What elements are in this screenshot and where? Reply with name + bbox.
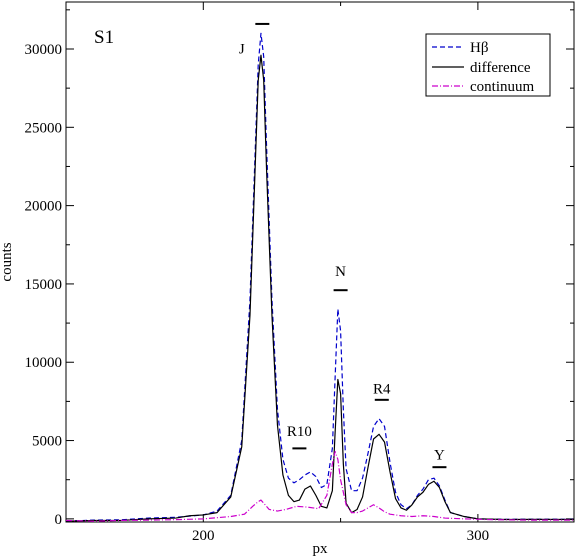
legend-label-difference: difference bbox=[470, 60, 531, 76]
peak-label: Y bbox=[434, 447, 445, 463]
x-tick-label: 200 bbox=[192, 528, 215, 544]
hbeta-series-line bbox=[65, 32, 575, 522]
x-tick-label: 300 bbox=[467, 528, 490, 544]
peak-label: J bbox=[239, 42, 245, 58]
y-axis: 0 5000 10000 15000 20000 25000 30000 bbox=[25, 9, 574, 528]
y-tick-label: 20000 bbox=[25, 199, 63, 215]
y-tick-label: 10000 bbox=[25, 355, 63, 371]
peak-label: N bbox=[335, 264, 346, 280]
y-tick-label: 15000 bbox=[25, 277, 63, 293]
continuum-series-line bbox=[65, 450, 574, 522]
plot-frame bbox=[65, 1, 575, 523]
x-axis: 200 300 bbox=[65, 2, 490, 544]
difference-series-line bbox=[65, 54, 575, 522]
y-tick-label: 0 bbox=[55, 512, 63, 528]
panel-label: S1 bbox=[94, 27, 114, 48]
series-layer bbox=[65, 32, 575, 522]
y-tick-label: 5000 bbox=[32, 434, 62, 450]
peak-label: R10 bbox=[287, 424, 312, 440]
legend: Hβ difference continuum bbox=[425, 33, 551, 97]
y-axis-title: counts bbox=[0, 242, 15, 281]
legend-label-hbeta: Hβ bbox=[470, 40, 488, 56]
y-tick-label: 30000 bbox=[25, 42, 63, 58]
legend-label-continuum: continuum bbox=[470, 79, 534, 95]
y-tick-label: 25000 bbox=[25, 120, 63, 136]
peak-annotations: J R10 N R4 Y bbox=[239, 22, 447, 469]
peak-label: R4 bbox=[373, 382, 391, 398]
x-axis-title: px bbox=[313, 541, 329, 557]
